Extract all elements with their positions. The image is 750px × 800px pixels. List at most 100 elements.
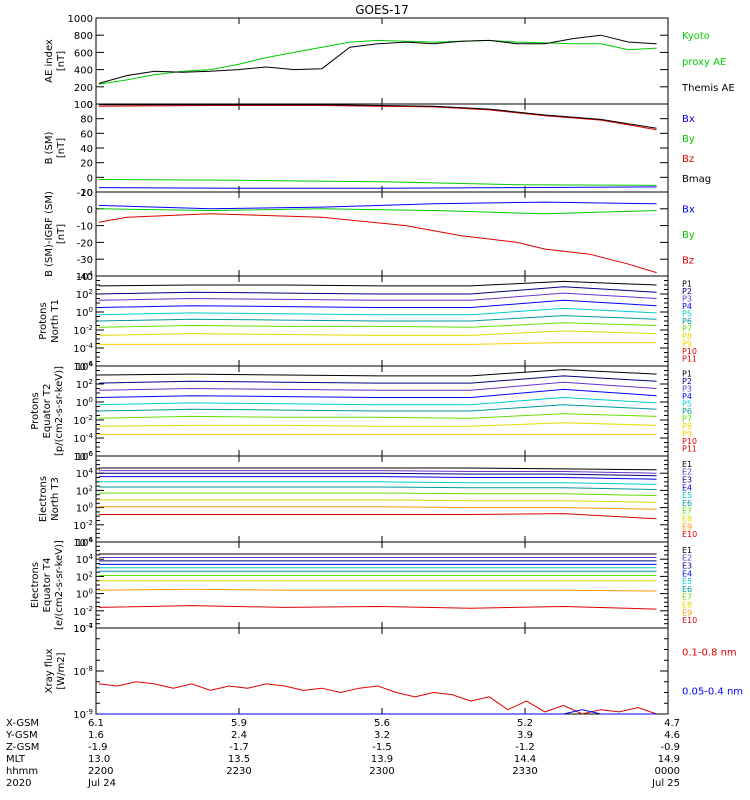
y-tick-label: -20: [77, 238, 93, 249]
y-tick-exp: 2: [89, 378, 93, 386]
legend-entry: P11: [682, 444, 697, 453]
y-tick-label: 60: [80, 129, 93, 140]
x-tick-label: 4.6: [664, 730, 680, 741]
y-tick-label: 106: [76, 450, 94, 463]
y-tick-label: -30: [77, 255, 93, 266]
y-tick-label: 10-2: [73, 414, 93, 427]
x-tick-label: 14.9: [658, 754, 680, 765]
series-line-p1: [98, 369, 657, 377]
legend-entry: Bx: [682, 114, 695, 125]
y-tick-exp: 0: [89, 396, 93, 404]
y-tick-exp: 4: [89, 360, 94, 368]
x-tick-label: 13.9: [371, 754, 393, 765]
legend-entry: E9: [682, 522, 692, 531]
legend-entry: Bz: [682, 154, 694, 165]
x-row-label: X-GSM: [6, 718, 39, 729]
y-tick-label: 102: [76, 484, 93, 497]
series-line-bmag: [98, 104, 657, 129]
y-tick-exp: 0: [89, 306, 93, 314]
y-tick-label: 10-4: [73, 342, 93, 355]
x-row-label: 2020: [6, 778, 31, 789]
series-line-by: [98, 208, 657, 215]
x-tick-label: 0000: [655, 766, 680, 777]
series-line-p2: [98, 375, 657, 384]
y-tick-label: 104: [76, 467, 94, 480]
y-tick-label: 10: [80, 188, 93, 199]
y-tick-label: 20: [80, 159, 93, 170]
y-tick-label: 102: [76, 378, 93, 391]
series-line-by: [98, 179, 657, 186]
y-tick-exp: 0: [89, 588, 93, 596]
y-tick-exp: -7: [86, 622, 93, 630]
legend-entry: E5: [682, 577, 692, 586]
x-tick-label: 3.9: [517, 730, 533, 741]
y-axis-label: [p/(cm2-s-sr-keV)]: [54, 366, 65, 456]
panel-frame: [95, 541, 669, 629]
x-tick-label: 5.9: [231, 718, 247, 729]
y-tick-exp: 2: [89, 570, 93, 578]
x-tick-label: 5.2: [517, 718, 533, 729]
series-line-e10: [98, 513, 657, 520]
legend-entry: proxy AE: [682, 57, 726, 68]
legend-entry: E6: [682, 499, 692, 508]
y-tick-exp: -4: [86, 536, 94, 544]
series-line-0-05-0-4-nm: [98, 709, 657, 715]
x-tick-label: 2330: [512, 766, 537, 777]
x-tick-label: 6.1: [88, 718, 104, 729]
x-tick-label: -1.9: [88, 742, 108, 753]
x-row-label: Y-GSM: [5, 730, 38, 741]
x-tick-label: -1.5: [372, 742, 392, 753]
x-tick-label: 13.5: [228, 754, 250, 765]
y-tick-exp: 2: [89, 288, 93, 296]
legend-entry: P1: [682, 370, 692, 379]
legend-entry: E2: [682, 554, 692, 563]
y-tick-exp: 4: [89, 270, 94, 278]
legend-entry: E1: [682, 546, 692, 555]
series-line-p6: [98, 404, 657, 412]
y-tick-label: -10: [77, 222, 93, 233]
series-line-e9: [98, 506, 657, 510]
y-tick-label: 100: [76, 396, 93, 409]
legend-entry: P5: [682, 310, 692, 319]
legend-entry: E7: [682, 593, 692, 602]
x-tick-label: -1.2: [515, 742, 535, 753]
legend-entry: P9: [682, 429, 692, 438]
y-tick-label: 600: [74, 48, 93, 59]
series-line-bx: [98, 186, 657, 189]
series-line-p5: [98, 307, 657, 316]
y-tick-label: 102: [76, 288, 93, 301]
legend-entry: E2: [682, 468, 692, 477]
x-row-label: Z-GSM: [6, 742, 39, 753]
legend-entry: P2: [682, 377, 692, 386]
series-line-p3: [98, 292, 657, 301]
y-axis-label: North T3: [50, 477, 61, 521]
legend-entry: E3: [682, 562, 692, 571]
series-line-p1: [98, 280, 657, 287]
series-line-p4: [98, 299, 657, 308]
series-line-p8: [98, 330, 657, 336]
legend-entry: 0.05-0.4 nm: [682, 687, 743, 698]
y-tick-label: -40: [77, 272, 93, 283]
y-tick-exp: 6: [89, 536, 94, 544]
y-tick-label: 1000: [68, 14, 93, 25]
series-line-bx: [98, 201, 657, 210]
y-axis-label: [nT]: [56, 138, 67, 158]
series-line-e3: [98, 472, 657, 477]
x-tick-label: 14.4: [514, 754, 536, 765]
legend-entry: P6: [682, 317, 692, 326]
panel-frame: [95, 17, 669, 105]
x-row-label: hhmm: [6, 766, 38, 777]
y-tick-label: 10-4: [73, 432, 93, 445]
y-tick-label: 104: [76, 553, 94, 566]
x-tick-label: 13.0: [88, 754, 110, 765]
legend-entry: Bmag: [682, 174, 711, 185]
x-tick-label: 5.6: [374, 718, 390, 729]
y-tick-label: 100: [76, 588, 93, 601]
y-tick-exp: -2: [86, 605, 93, 613]
